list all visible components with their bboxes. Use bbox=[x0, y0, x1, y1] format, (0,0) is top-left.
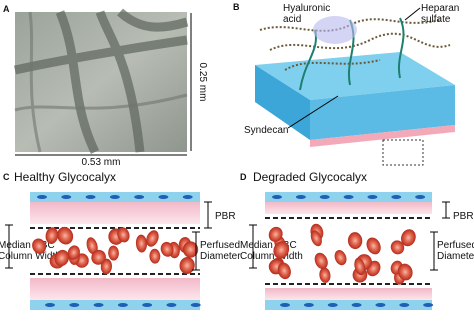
endothelial-nucleus bbox=[182, 195, 193, 199]
red-blood-cell bbox=[268, 226, 283, 242]
red-blood-cell bbox=[277, 262, 291, 280]
protein bbox=[313, 16, 357, 44]
endothelial-nucleus bbox=[117, 303, 128, 307]
red-blood-cell bbox=[135, 234, 147, 253]
red-blood-cell bbox=[149, 248, 161, 264]
vessel-wall bbox=[265, 300, 432, 310]
endothelium-front bbox=[310, 85, 455, 140]
endothelium-side bbox=[255, 65, 310, 140]
glycocalyx bbox=[265, 288, 432, 300]
endothelial-nucleus bbox=[295, 195, 306, 199]
endothelial-nucleus bbox=[272, 195, 282, 199]
red-blood-cell bbox=[45, 227, 59, 244]
red-blood-cell bbox=[401, 229, 416, 247]
endothelial-nucleus bbox=[303, 303, 314, 307]
panel-b: B Hyaluronic acid Heparan sulfate Syndecan bbox=[233, 2, 459, 166]
scale-label: 0.25 mm bbox=[197, 63, 208, 102]
red-blood-cell bbox=[319, 267, 331, 283]
endothelial-nucleus bbox=[391, 195, 402, 199]
red-blood-cell bbox=[117, 227, 130, 243]
glycocalyx-chain bbox=[259, 18, 451, 71]
inset bbox=[382, 139, 424, 166]
annotation: Perfused Diameter bbox=[437, 240, 474, 262]
endothelial-nucleus bbox=[351, 303, 362, 307]
endothelial-nucleus bbox=[142, 303, 153, 307]
scale-label: 0.53 mm bbox=[82, 157, 121, 168]
endothelial-nucleus bbox=[423, 303, 434, 307]
red-blood-cell bbox=[67, 245, 80, 260]
annotation: Hyaluronic acid bbox=[283, 3, 330, 25]
red-blood-cell bbox=[273, 241, 290, 259]
endothelial-nucleus bbox=[158, 195, 169, 199]
red-blood-cell bbox=[334, 250, 347, 266]
endothelial-nucleus bbox=[343, 195, 354, 199]
panel-label: A bbox=[3, 4, 10, 14]
panel-title: Healthy Glycocalyx bbox=[14, 170, 116, 184]
endothelial-nucleus bbox=[134, 195, 145, 199]
endothelial-nucleus bbox=[190, 303, 201, 307]
micrograph bbox=[15, 12, 187, 152]
endothelial-nucleus bbox=[327, 303, 338, 307]
panel-title: Degraded Glycocalyx bbox=[253, 170, 367, 184]
red-blood-cell bbox=[179, 257, 195, 274]
red-blood-cell bbox=[347, 232, 363, 250]
red-blood-cell bbox=[100, 258, 112, 275]
endothelial-nucleus bbox=[415, 195, 426, 199]
endothelial-nucleus bbox=[93, 303, 104, 307]
vessel bbox=[14, 8, 189, 154]
red-blood-cell bbox=[32, 238, 47, 254]
annotation: Median RBC Column Width bbox=[240, 240, 303, 262]
panel-label: C bbox=[3, 172, 10, 182]
endothelial-nucleus bbox=[85, 195, 96, 199]
arrow bbox=[287, 95, 339, 129]
glycocalyx bbox=[265, 202, 432, 214]
red-blood-cell bbox=[86, 237, 98, 255]
annotation: PBR bbox=[215, 211, 236, 222]
red-blood-cell bbox=[54, 249, 70, 267]
annotation: PBR bbox=[453, 211, 474, 222]
red-blood-cell bbox=[310, 230, 322, 247]
endothelial-nucleus bbox=[61, 195, 72, 199]
red-blood-cell bbox=[354, 257, 366, 276]
panel-label: B bbox=[233, 2, 240, 12]
red-blood-cell bbox=[397, 263, 413, 281]
annotation: Heparan sulfate bbox=[421, 3, 459, 25]
red-blood-cell bbox=[182, 241, 199, 258]
panel-label: D bbox=[240, 172, 247, 182]
basement bbox=[310, 125, 455, 147]
endothelial-nucleus bbox=[367, 195, 378, 199]
red-blood-cell bbox=[314, 252, 328, 270]
red-blood-cell bbox=[108, 245, 119, 261]
endothelial-nucleus bbox=[166, 303, 177, 307]
endothelial-nucleus bbox=[399, 303, 410, 307]
vessel-wall bbox=[30, 300, 200, 310]
red-blood-cell bbox=[390, 240, 405, 255]
endothelial-nucleus bbox=[45, 303, 55, 307]
endothelial-nucleus bbox=[69, 303, 80, 307]
red-blood-cell bbox=[366, 237, 381, 255]
red-blood-cell bbox=[91, 249, 106, 265]
arrow bbox=[404, 7, 421, 21]
annotation: Median RBC Column Width bbox=[0, 240, 61, 262]
glycocalyx bbox=[30, 202, 200, 224]
endothelial-nucleus bbox=[375, 303, 386, 307]
endothelial-nucleus bbox=[280, 303, 290, 307]
endothelial-nucleus bbox=[109, 195, 120, 199]
glycocalyx bbox=[30, 278, 200, 300]
red-blood-cell bbox=[57, 226, 74, 245]
panel-d: D Degraded Glycocalyx PBR Perfused Diamet… bbox=[240, 170, 474, 310]
red-blood-cell bbox=[146, 230, 159, 247]
capillary bbox=[14, 11, 188, 153]
panel-a: A 0.25 mm 0.53 mm bbox=[3, 4, 208, 168]
panel-c: C Healthy Glycocalyx PBR Perfused Diamete… bbox=[0, 170, 241, 310]
annotation: Syndecan bbox=[244, 125, 288, 136]
endothelial-nucleus bbox=[37, 195, 47, 199]
red-blood-cell bbox=[160, 241, 174, 257]
annotation: Perfused Diameter bbox=[200, 240, 241, 262]
endothelial-nucleus bbox=[319, 195, 330, 199]
